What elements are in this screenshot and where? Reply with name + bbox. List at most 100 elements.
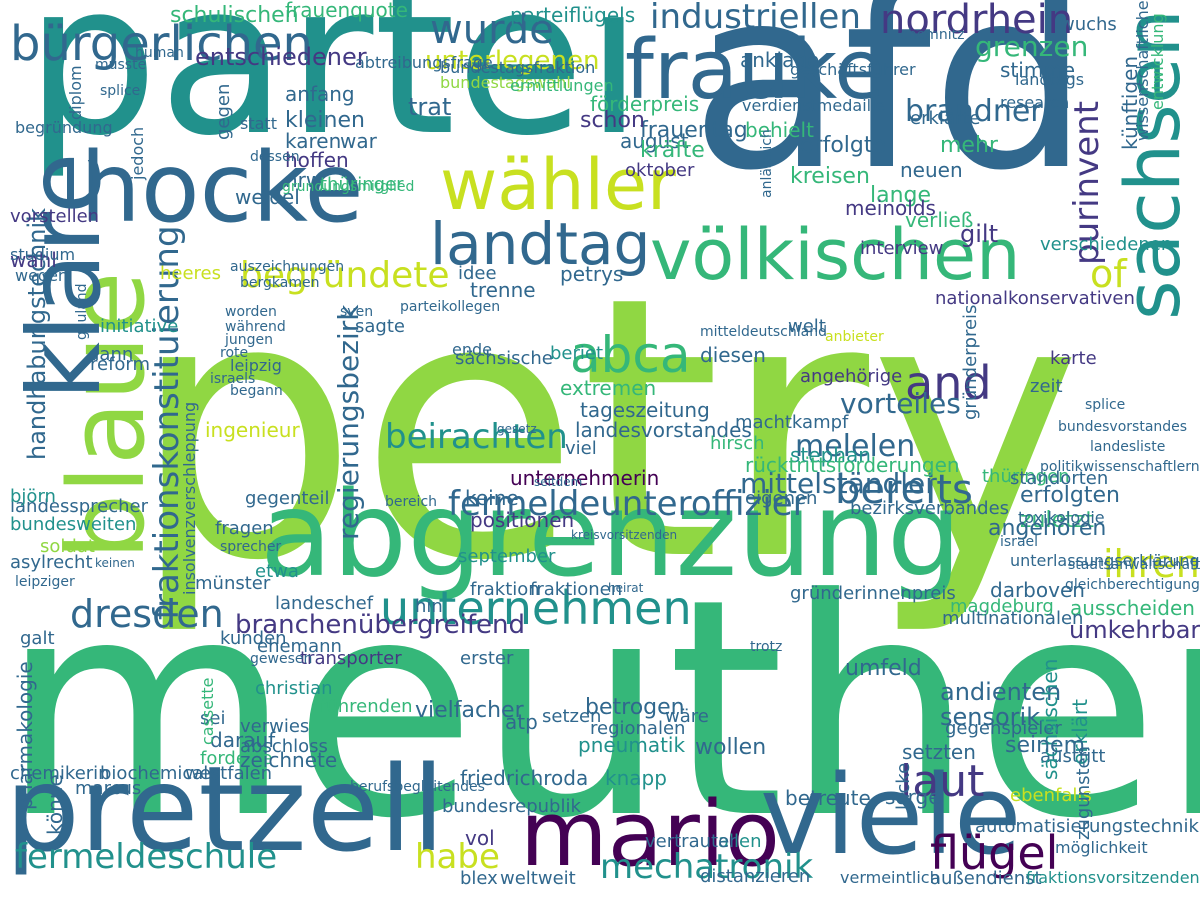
word-umkehrbar: umkehrbar <box>1069 616 1200 644</box>
word-sprecher: sprecher <box>220 539 282 555</box>
word-statt: statt <box>240 114 277 133</box>
word-petry: petry <box>130 220 1083 639</box>
word-fraktion: fraktion <box>470 579 540 600</box>
word-distanzieren: distanzieren <box>700 866 811 887</box>
word-landesvorstandes: landesvorstandes <box>575 418 752 442</box>
word-karte: karte <box>1050 348 1097 369</box>
word-verdienstmedaille: verdienstmedaille <box>742 96 886 115</box>
word-wäre: wäre <box>665 706 709 727</box>
word-flügel: flügel <box>930 826 1059 880</box>
word-israels: israels <box>210 371 256 387</box>
word-august: august <box>620 129 689 153</box>
word-laut: laut <box>900 756 985 807</box>
word-trat: trat <box>408 93 452 121</box>
word-angehörige: angehörige <box>800 366 903 387</box>
word-vertrauter: vertrauter <box>645 831 737 852</box>
word-vermeintlich: vermeintlich <box>840 868 940 887</box>
word-verwies: verwies <box>240 716 310 737</box>
word-bundesrepublik: bundesrepublik <box>442 796 581 817</box>
word-schon: schon <box>580 108 645 133</box>
word-viele: viele <box>760 751 1022 879</box>
word-chemikerin: chemikerin <box>10 763 110 784</box>
word-trotz: trotz <box>750 639 783 655</box>
word-eigenen: eigenen <box>745 488 818 509</box>
word-setzen: setzen <box>542 706 602 727</box>
word-unternehmen: unternehmen <box>380 581 692 635</box>
word-gegenspieler: gegenspieler <box>945 718 1062 739</box>
word-ehemann: ehemann <box>257 636 342 657</box>
word-betreute: betreute <box>785 786 871 810</box>
word-kreisvorsitzenden: kreisvorsitzenden <box>571 528 678 542</box>
word-anfang: anfang <box>285 82 355 106</box>
word-wegen: wegen <box>15 266 69 285</box>
word-habe: habe <box>415 837 500 877</box>
word-sächsische: sächsische <box>455 348 553 369</box>
word-standorten: standorten <box>1010 468 1109 489</box>
word-friedrichroda: friedrichroda <box>460 766 589 790</box>
word-erster: erster <box>460 648 514 669</box>
word-meinolds: meinolds <box>845 196 936 220</box>
word-viel: viel <box>565 438 597 459</box>
word-dresden: dresden <box>70 592 224 636</box>
word-ermittlungen: ermittlungen <box>510 76 614 95</box>
word-angehören: angehören <box>988 516 1107 541</box>
word-vorstellen: vorstellen <box>10 206 100 227</box>
word-etwa: etwa <box>255 561 299 582</box>
word-grenzen: grenzen <box>975 30 1089 63</box>
word-idee: idee <box>458 263 497 284</box>
word-frauenquote: frauenquote <box>285 0 408 22</box>
word-thüringen: thüringen <box>982 466 1070 487</box>
word-stephan: stephan <box>790 443 871 467</box>
word-industriellen: industriellen <box>650 0 861 37</box>
word-darauf: darauf <box>210 728 276 752</box>
word-landesliste: landesliste <box>1090 439 1166 455</box>
word-keine: keine <box>465 486 519 510</box>
word-weidel: weidel <box>235 185 300 209</box>
word-petrys: petrys <box>560 262 624 286</box>
word-fermeldeschule: fermeldeschule <box>15 837 278 877</box>
word-cassette: cassette <box>198 677 217 745</box>
word-erfolgten: erfolgten <box>1020 483 1120 508</box>
word-ihren: ihren <box>1103 542 1200 586</box>
word-grundungsmitglied: grundungsmitglied <box>282 179 415 195</box>
word-zugunsten: zugunsten <box>1073 745 1094 840</box>
word-fragen: fragen <box>215 518 274 539</box>
word-betrogen: betrogen <box>585 695 685 720</box>
word-weltweit: weltweit <box>500 868 576 889</box>
word-politikwissenschaftlern: politikwissenschaftlern <box>1040 459 1200 475</box>
word-lange: lange <box>870 183 932 208</box>
word-fraktionen: fraktionen <box>530 579 623 600</box>
word-parteiflügels: parteiflügels <box>510 3 636 27</box>
word-diplom: diplom <box>66 65 85 120</box>
word-rote: rote <box>220 345 249 361</box>
word-war: war <box>340 129 377 153</box>
word-bundestagswahl: bundestagswahl <box>440 73 571 92</box>
word-gründerinnenpreis: gründerinnenpreis <box>790 583 956 604</box>
word-frauke: frauke <box>625 23 885 118</box>
word-beirachten: beirachten <box>385 417 568 457</box>
word-unternehmerin: unternehmerin <box>510 466 660 490</box>
word-reform: reform <box>90 354 151 375</box>
word-studium: studium <box>10 245 76 264</box>
word-verließ: verließ <box>905 208 974 232</box>
word-keinen: keinen <box>95 556 135 570</box>
word-mario: mario <box>520 782 780 887</box>
word-melelen: melelen <box>795 429 916 464</box>
word-partei: partei <box>25 0 644 182</box>
word-leipzig: leipzig <box>230 356 282 375</box>
word-landeschef: landeschef <box>275 593 374 614</box>
word-entwicklung: entwicklung <box>1148 13 1167 110</box>
word-außendienst: außendienst <box>930 868 1042 889</box>
word-erklärte: erklärte <box>910 108 981 129</box>
word-afd: afd <box>690 0 1090 225</box>
word-kunden: kunden <box>220 628 287 649</box>
word-förderpreis: förderpreis <box>590 92 700 116</box>
word-mechatronik: mechatronik <box>600 847 814 887</box>
word-entschiedener: entschiedener <box>195 43 367 71</box>
word-nrw: nrw <box>285 168 323 192</box>
word-begründete: begründete <box>240 255 450 296</box>
word-vielfacher: vielfacher <box>415 698 524 723</box>
word-hocke: hocke <box>80 132 364 244</box>
word-umfeld: umfeld <box>845 656 922 681</box>
